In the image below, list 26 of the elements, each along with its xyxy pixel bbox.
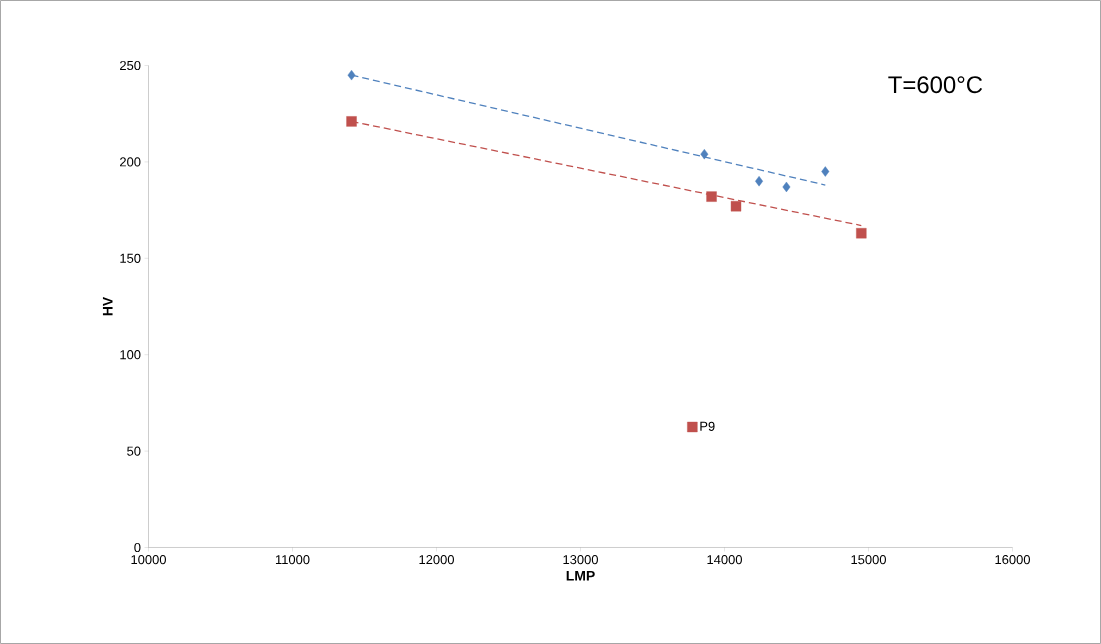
x-tick-label: 15000	[851, 555, 886, 565]
y-tick-label: 150	[120, 253, 141, 263]
point	[730, 201, 742, 212]
y-tick-label: 200	[120, 157, 141, 167]
point	[821, 166, 830, 177]
point	[346, 116, 357, 127]
y-tick-label: 0	[134, 542, 141, 553]
point	[700, 149, 709, 160]
annotation: T=600°C	[888, 76, 983, 94]
x-tick-label: 16000	[995, 555, 1030, 565]
x-tick-label: 14000	[707, 555, 742, 565]
point	[856, 228, 867, 239]
y-tick-label: 50	[127, 446, 141, 456]
x-tick-label: 11000	[275, 555, 310, 565]
x-axis-title: LMP	[566, 571, 595, 581]
x-tick-label: 13000	[563, 555, 598, 565]
point	[782, 181, 791, 193]
y-tick-label: 100	[120, 350, 141, 360]
y-tick-label: 250	[120, 60, 141, 71]
point	[706, 191, 717, 202]
point	[347, 69, 356, 81]
x-tick-label: 12000	[419, 555, 454, 565]
x-tick-label: 10000	[131, 555, 166, 565]
y-axis-title: HV	[102, 296, 113, 316]
point	[755, 176, 763, 187]
legend-label: P9	[700, 421, 715, 431]
